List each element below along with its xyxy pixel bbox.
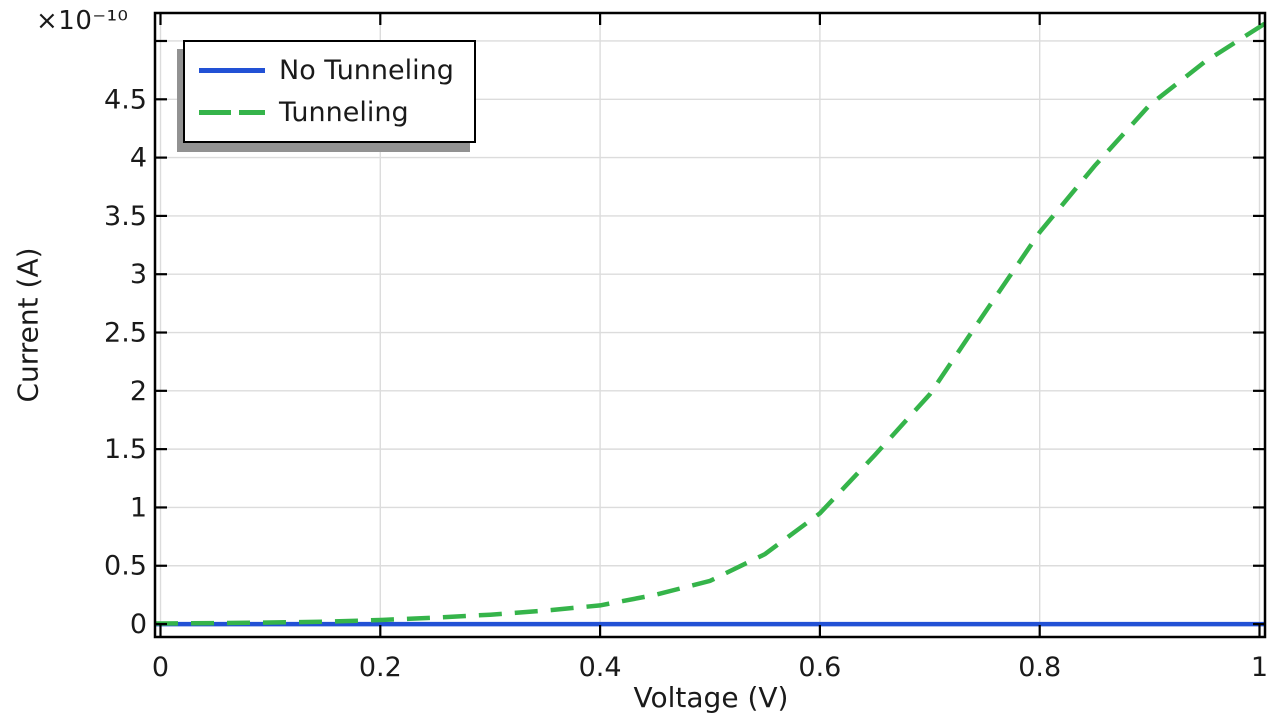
y-tick-label: 1.5 [104, 434, 147, 465]
x-axis-title: Voltage (V) [633, 681, 789, 714]
x-tick-label: 0.8 [1018, 652, 1061, 683]
x-tick-label: 0.4 [579, 652, 622, 683]
x-tick-label: 1 [1251, 652, 1268, 683]
legend-line-sample-dashed [199, 110, 265, 115]
legend-item-tunneling: Tunneling [185, 97, 474, 128]
legend: No Tunneling Tunneling [183, 40, 476, 143]
legend-line-sample-solid [199, 68, 265, 73]
y-axis-title: Current (A) [11, 247, 45, 403]
y-axis-multiplier: ×10⁻¹⁰ [36, 6, 129, 36]
y-tick-label: 0.5 [104, 551, 147, 582]
x-tick-label: 0.6 [798, 652, 841, 683]
series-line-tunneling [155, 21, 1267, 626]
y-tick-label: 3.5 [104, 201, 147, 232]
y-tick-label: 4 [130, 143, 147, 174]
x-tick-label: 0 [152, 652, 169, 683]
legend-label-no-tunneling: No Tunneling [279, 55, 454, 86]
y-tick-label: 2.5 [104, 318, 147, 349]
x-tick-label: 0.2 [359, 652, 402, 683]
y-tick-label: 2 [130, 376, 147, 407]
y-tick-label: 4.5 [104, 84, 147, 115]
plot-frame [153, 11, 1267, 639]
legend-item-no-tunneling: No Tunneling [185, 55, 474, 86]
y-tick-label: 3 [130, 259, 147, 290]
y-tick-label: 0 [130, 609, 147, 640]
y-tick-label: 1 [130, 492, 147, 523]
legend-label-tunneling: Tunneling [279, 97, 409, 128]
